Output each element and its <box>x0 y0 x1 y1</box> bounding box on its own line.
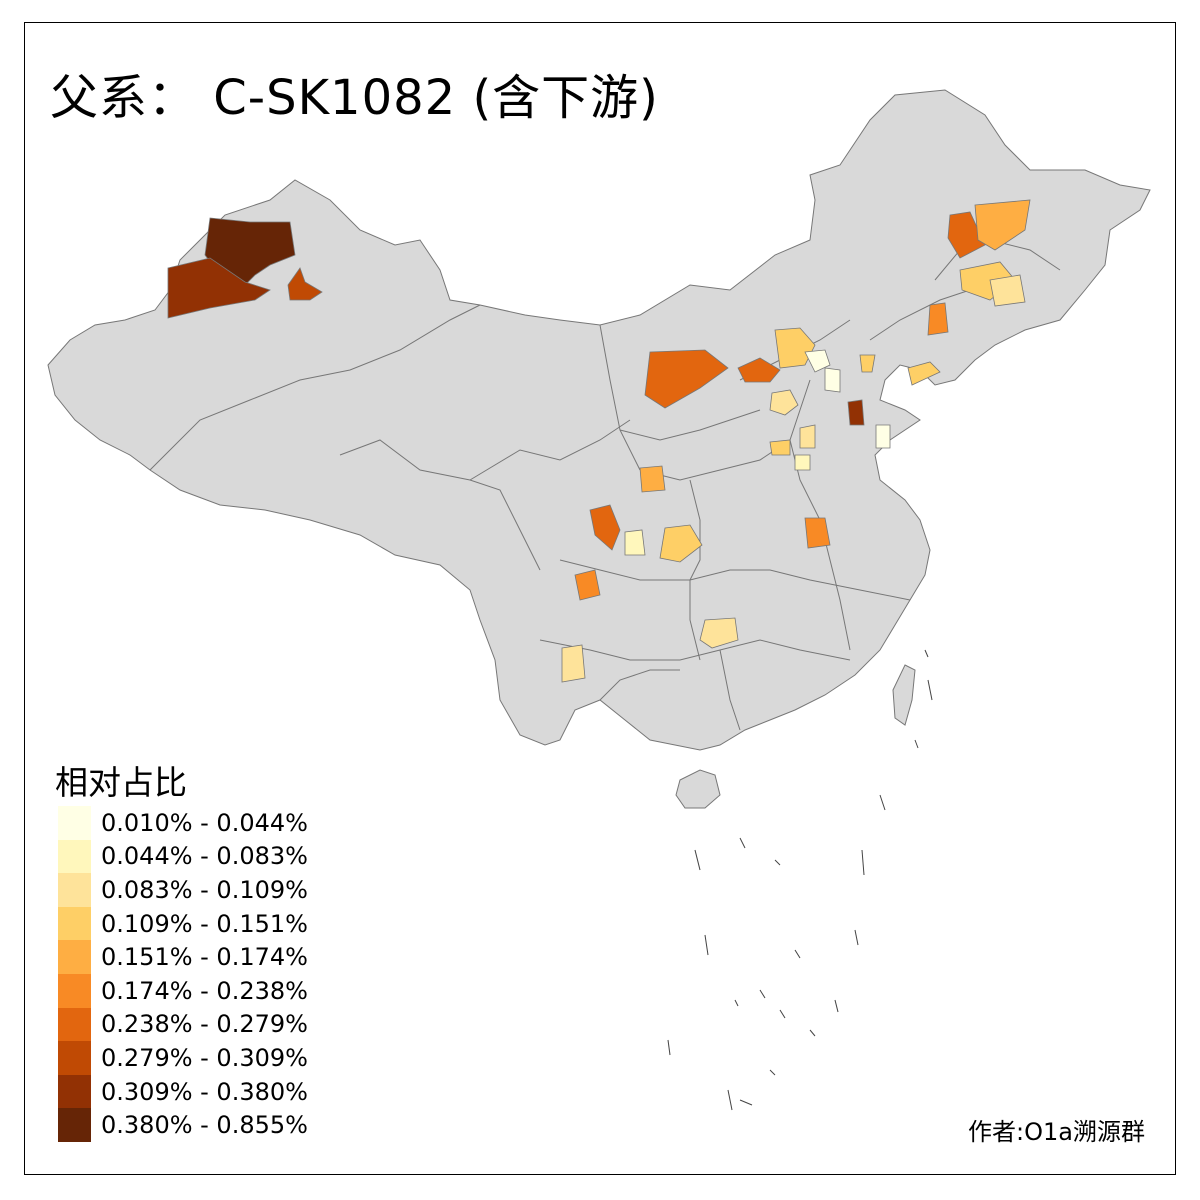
region-yunnan <box>561 644 586 683</box>
region-jilin-south <box>989 274 1026 307</box>
region-heilongjiang-west <box>947 211 986 259</box>
legend-swatch <box>58 1074 91 1109</box>
taiwan-island <box>892 664 916 726</box>
legend-row: 0.109% - 0.151% <box>58 906 308 941</box>
legend-swatch <box>58 1041 91 1075</box>
legend-row: 0.044% - 0.083% <box>58 839 308 874</box>
region-henan-east <box>794 454 811 471</box>
highlighted-regions <box>167 199 1031 683</box>
region-sichuan-east <box>624 529 646 556</box>
legend-label: 0.010% - 0.044% <box>101 808 308 837</box>
region-henan-north <box>769 439 791 456</box>
region-hebei-coast <box>859 354 876 373</box>
region-heilongjiang-mid <box>974 199 1031 251</box>
legend-row: 0.010% - 0.044% <box>58 806 308 840</box>
legend-label: 0.151% - 0.174% <box>101 943 308 972</box>
legend-label: 0.174% - 0.238% <box>101 976 308 1005</box>
legend: 0.010% - 0.044% 0.044% - 0.083% 0.083% - 0… <box>58 806 308 1142</box>
author-credit: 作者:O1a溯源群 <box>968 1118 1145 1146</box>
legend-row: 0.174% - 0.238% <box>58 973 308 1008</box>
region-tianjin <box>824 367 841 393</box>
region-sichuan-south <box>574 569 601 601</box>
legend-row: 0.279% - 0.309% <box>58 1041 308 1075</box>
legend-swatch <box>58 839 91 874</box>
legend-row: 0.380% - 0.855% <box>58 1108 308 1142</box>
region-sichuan-north <box>589 504 621 551</box>
legend-label: 0.238% - 0.279% <box>101 1010 308 1039</box>
region-hunan <box>699 617 739 649</box>
legend-swatch <box>58 873 91 907</box>
region-chongqing <box>659 524 703 563</box>
region-liaoning-coast <box>907 361 941 386</box>
legend-label: 0.083% - 0.109% <box>101 875 308 904</box>
region-liaoning <box>927 302 949 336</box>
legend-swatch <box>58 906 91 941</box>
legend-swatch <box>58 973 91 1008</box>
region-shandong-mid <box>799 424 816 449</box>
region-shanxi <box>769 389 799 416</box>
legend-label: 0.380% - 0.855% <box>101 1111 308 1140</box>
legend-row: 0.309% - 0.380% <box>58 1074 308 1109</box>
legend-title: 相对占比 <box>55 763 187 802</box>
region-anhui <box>804 517 831 549</box>
legend-row: 0.238% - 0.279% <box>58 1007 308 1042</box>
legend-swatch <box>58 1108 91 1142</box>
region-shaanxi <box>639 465 666 493</box>
legend-label: 0.109% - 0.151% <box>101 909 308 938</box>
legend-swatch <box>58 940 91 974</box>
legend-row: 0.083% - 0.109% <box>58 873 308 907</box>
south-sea-islands <box>667 649 933 1111</box>
region-xinjiang-central <box>287 267 323 301</box>
hainan-island <box>675 769 721 809</box>
legend-swatch <box>58 806 91 840</box>
region-beijing <box>804 349 831 373</box>
region-inner-mongolia-mid <box>737 357 781 383</box>
legend-row: 0.151% - 0.174% <box>58 940 308 974</box>
region-shandong-east <box>875 424 891 449</box>
legend-label: 0.279% - 0.309% <box>101 1043 308 1072</box>
region-inner-mongolia-west <box>644 349 729 409</box>
region-xinjiang-west <box>167 257 271 319</box>
legend-label: 0.044% - 0.083% <box>101 842 308 871</box>
map-title: 父系： C-SK1082 (含下游) <box>50 70 659 126</box>
china-mainland <box>47 89 1151 751</box>
legend-swatch <box>58 1007 91 1042</box>
legend-label: 0.309% - 0.380% <box>101 1077 308 1106</box>
region-shandong-west <box>847 399 865 426</box>
